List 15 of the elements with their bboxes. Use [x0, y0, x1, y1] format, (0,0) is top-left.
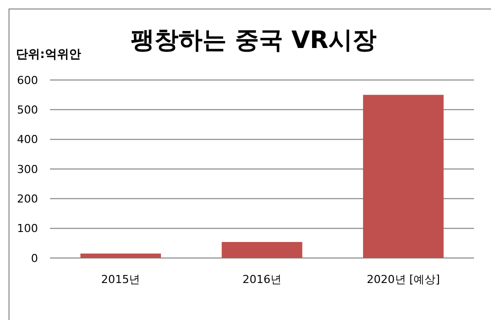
y-tick-label: 200 — [17, 192, 38, 206]
y-tick-label: 100 — [17, 222, 38, 236]
x-tick-label: 2015년 — [101, 273, 140, 286]
chart-title: 팽창하는 중국 VR시장 — [130, 26, 376, 54]
x-tick-label: 2016년 — [242, 273, 282, 286]
y-tick-label: 500 — [17, 104, 38, 117]
bar — [222, 242, 302, 258]
y-tick-label: 600 — [17, 74, 38, 87]
y-tick-label: 0 — [31, 252, 38, 265]
x-tick-label: 2020년 [예상] — [366, 273, 440, 286]
bar — [80, 254, 161, 258]
y-axis-title: 단위:억위안 — [16, 47, 81, 61]
bar — [363, 94, 444, 258]
y-tick-label: 400 — [17, 133, 38, 146]
y-tick-label: 300 — [17, 162, 38, 176]
